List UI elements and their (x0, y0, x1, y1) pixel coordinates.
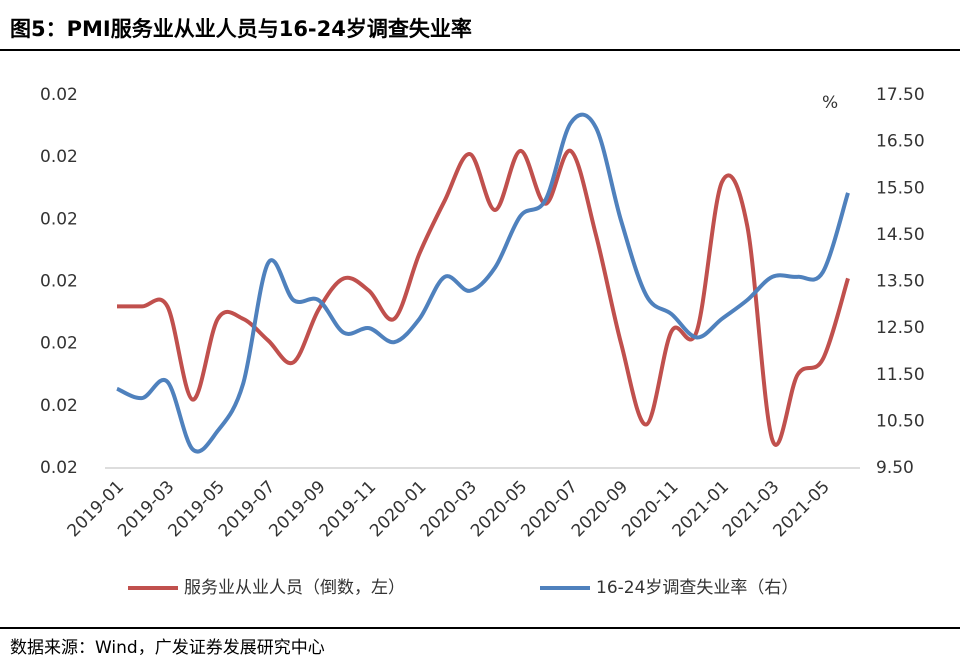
y-tick-label: 0.02 (40, 334, 78, 354)
series-line (116, 112, 850, 454)
y2-tick-label: 16.50 (876, 132, 925, 152)
chart-title: 图5：PMI服务业从业人员与16-24岁调查失业率 (10, 17, 472, 41)
y-tick-label: 0.02 (40, 396, 78, 416)
y2-tick-label: 15.50 (876, 178, 925, 198)
y2-tick-label: 9.50 (876, 458, 914, 478)
y-tick-label: 0.02 (40, 458, 78, 478)
y2-tick-label: 13.50 (876, 272, 925, 292)
legend-label: 服务业从业人员（倒数，左） (184, 578, 405, 598)
source: 数据来源：Wind，广发证券发展研究中心 (10, 638, 325, 658)
y2-tick-label: 10.50 (876, 411, 925, 431)
y-tick-label: 0.02 (40, 272, 78, 292)
y-tick-label: 0.02 (40, 85, 78, 105)
y2-unit: % (822, 93, 838, 113)
series-line (117, 148, 850, 447)
y2-tick-label: 14.50 (876, 225, 925, 245)
y2-tick-label: 12.50 (876, 318, 925, 338)
y-tick-label: 0.02 (40, 147, 78, 167)
y-tick-label: 0.02 (40, 209, 78, 229)
y2-tick-label: 17.50 (876, 85, 925, 105)
x-tick-label: 2021-05 (769, 477, 833, 541)
legend-label: 16-24岁调查失业率（右） (596, 578, 798, 598)
y2-tick-label: 11.50 (876, 365, 925, 385)
